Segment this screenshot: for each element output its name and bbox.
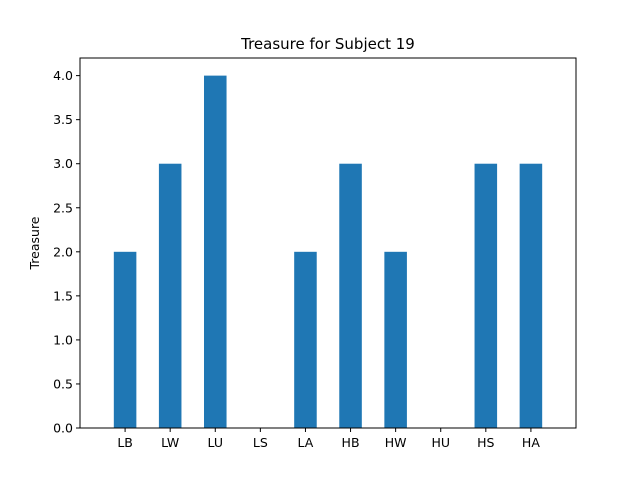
x-tick-label-lb: LB xyxy=(117,435,133,450)
bar-la xyxy=(294,251,317,428)
plot-frame xyxy=(79,57,577,429)
x-tick-label-ha: HA xyxy=(522,435,540,450)
x-axis: LB LW LU LS LA HB HW HU HS HA xyxy=(117,428,540,450)
bar-lw xyxy=(158,163,182,428)
chart-title: Treasure for Subject 19 xyxy=(240,35,415,53)
bar-ha xyxy=(519,163,543,428)
bar-lu xyxy=(204,75,227,428)
x-tick-label-hb: HB xyxy=(342,435,360,450)
x-tick-label-hw: HW xyxy=(385,435,407,450)
y-tick-label: 2.0 xyxy=(53,244,73,259)
x-tick-label-lu: LU xyxy=(208,435,224,450)
x-tick-label-ls: LS xyxy=(253,435,268,450)
y-tick-label: 0.0 xyxy=(53,421,73,436)
y-tick-label: 4.0 xyxy=(53,68,73,83)
y-tick-label: 3.0 xyxy=(53,156,73,171)
x-tick-label-hs: HS xyxy=(477,435,494,450)
x-tick-label-la: LA xyxy=(298,435,314,450)
x-tick-label-hu: HU xyxy=(431,435,450,450)
y-tick-label: 1.0 xyxy=(53,332,73,347)
bar-lb xyxy=(113,251,137,428)
y-axis-label: Treasure xyxy=(27,216,42,270)
y-tick-label: 3.5 xyxy=(53,112,73,127)
bar-hs xyxy=(474,163,498,428)
y-axis: 0.0 0.5 1.0 1.5 2.0 2.5 3.0 3.5 4.0 xyxy=(53,68,80,436)
x-tick-label-lw: LW xyxy=(161,435,179,450)
bar-hw xyxy=(384,251,407,428)
y-tick-label: 2.5 xyxy=(53,200,73,215)
y-tick-label: 0.5 xyxy=(53,376,73,391)
y-tick-label: 1.5 xyxy=(53,288,73,303)
bars-group xyxy=(113,75,543,428)
bar-hb xyxy=(339,163,362,428)
